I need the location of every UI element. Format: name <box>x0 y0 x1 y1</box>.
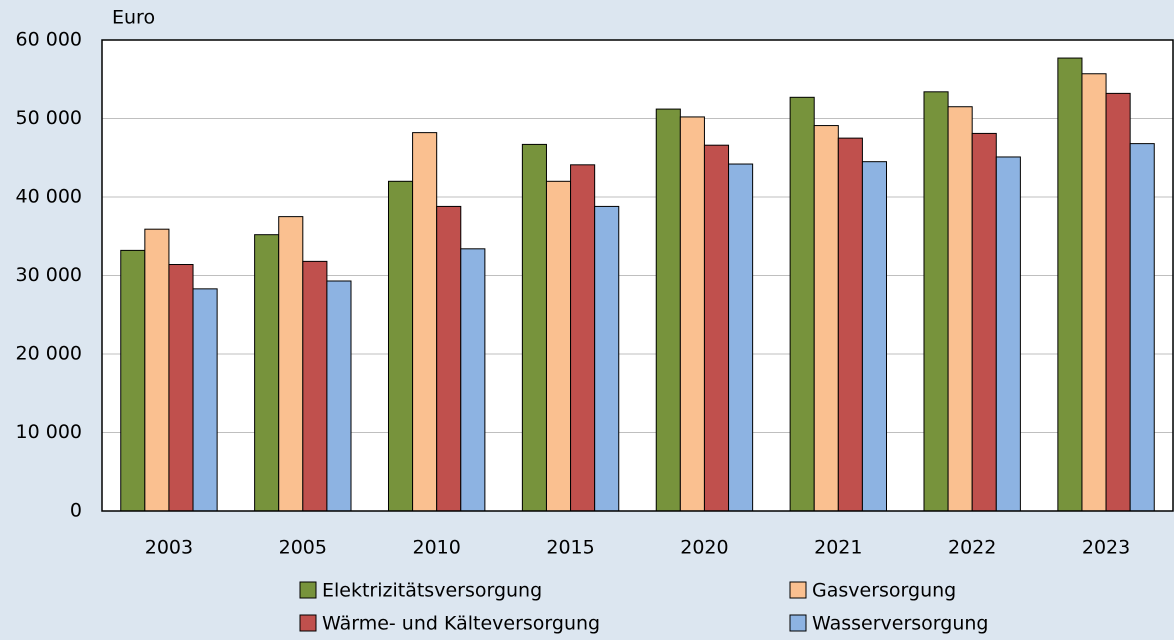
x-tick-label: 2005 <box>279 537 327 559</box>
bar <box>387 180 414 512</box>
bar <box>947 106 973 512</box>
x-tick-label: 2020 <box>680 537 728 559</box>
bar <box>144 228 170 512</box>
bar <box>813 125 839 512</box>
bar <box>837 137 863 512</box>
bar <box>326 280 352 512</box>
bar <box>1057 57 1083 512</box>
bar <box>1105 92 1131 512</box>
bar <box>278 216 304 512</box>
legend-label: Wärme- und Kälteversorgung <box>322 613 600 635</box>
bar <box>789 96 815 512</box>
bar <box>254 234 280 512</box>
bar <box>728 163 754 512</box>
x-tick-label: 2015 <box>546 537 594 559</box>
bar <box>923 91 949 512</box>
y-tick-label: 10 000 <box>16 421 82 443</box>
bar <box>971 132 997 512</box>
legend-swatch <box>789 581 807 599</box>
x-tick-label: 2003 <box>145 537 193 559</box>
legend-label: Wasserversorgung <box>812 613 988 635</box>
x-tick-label: 2010 <box>413 537 461 559</box>
y-tick-label: 30 000 <box>16 264 82 286</box>
bar <box>302 260 328 512</box>
y-tick-label: 20 000 <box>16 343 82 365</box>
bar <box>192 288 218 512</box>
bar <box>1081 73 1107 512</box>
bar <box>679 116 705 512</box>
bar <box>120 249 146 512</box>
bar <box>995 156 1021 512</box>
bar <box>570 164 596 512</box>
y-tick-label: 0 <box>70 500 82 522</box>
bar <box>594 205 620 512</box>
x-tick-label: 2021 <box>814 537 862 559</box>
legend-swatch <box>789 614 807 632</box>
bar <box>460 248 486 512</box>
bar <box>521 143 547 512</box>
bar <box>436 205 462 512</box>
legend-swatch <box>299 614 317 632</box>
x-tick-label: 2022 <box>948 537 996 559</box>
legend-label: Gasversorgung <box>812 580 956 602</box>
legend-swatch <box>299 581 317 599</box>
bar <box>545 180 572 512</box>
bar <box>703 144 730 512</box>
bar <box>861 161 888 512</box>
plot-border <box>101 39 1174 512</box>
bar <box>412 132 438 512</box>
y-tick-label: 60 000 <box>16 29 82 51</box>
bar <box>1129 143 1155 512</box>
bar <box>168 264 194 512</box>
legend-label: Elektrizitätsversorgung <box>322 580 542 602</box>
bar <box>655 108 681 512</box>
y-tick-label: 40 000 <box>16 186 82 208</box>
y-tick-label: 50 000 <box>16 107 82 129</box>
x-tick-label: 2023 <box>1082 537 1130 559</box>
y-axis-label: Euro <box>112 7 155 29</box>
